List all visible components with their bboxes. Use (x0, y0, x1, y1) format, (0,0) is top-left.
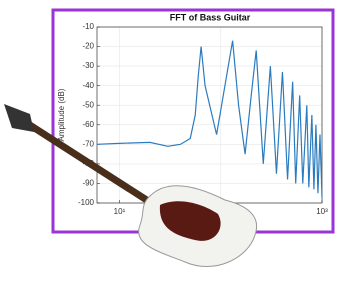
y-tick-label: -30 (82, 61, 94, 70)
y-tick-label: -90 (82, 179, 94, 188)
y-tick-label: -100 (78, 198, 95, 207)
chart: -100-90-80-70-60-50-40-30-20-1010¹10²10³… (0, 0, 344, 289)
y-tick-label: -20 (82, 42, 94, 51)
page: {"chart_data": {"type": "line", "title":… (0, 0, 344, 289)
chart-title: FFT of Bass Guitar (170, 12, 251, 22)
y-tick-label: -50 (82, 100, 94, 109)
x-tick-label: 10¹ (114, 207, 126, 216)
y-tick-label: -60 (82, 120, 94, 129)
x-tick-label: 10³ (316, 207, 328, 216)
y-tick-label: -10 (82, 22, 94, 31)
y-axis-label: Amplitude (dB) (57, 88, 66, 141)
guitar-headstock (4, 104, 34, 132)
y-tick-label: -70 (82, 139, 94, 148)
y-tick-label: -40 (82, 81, 94, 90)
